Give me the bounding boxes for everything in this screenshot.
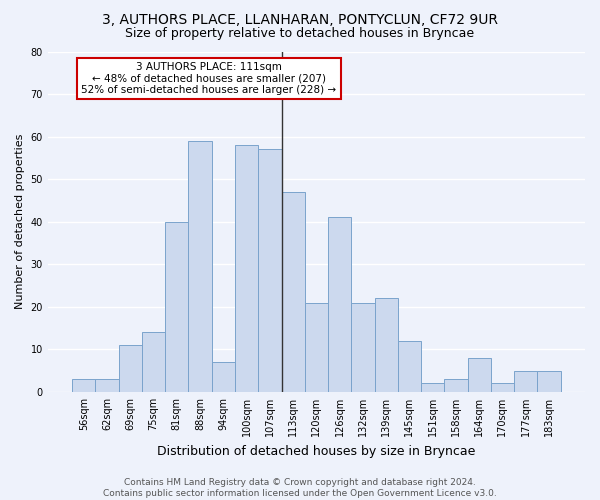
Bar <box>258 150 281 392</box>
Bar <box>351 302 374 392</box>
Bar <box>188 141 212 392</box>
Bar <box>72 379 95 392</box>
Text: 3 AUTHORS PLACE: 111sqm
← 48% of detached houses are smaller (207)
52% of semi-d: 3 AUTHORS PLACE: 111sqm ← 48% of detache… <box>82 62 337 95</box>
Bar <box>281 192 305 392</box>
Bar <box>305 302 328 392</box>
Bar <box>119 345 142 392</box>
Bar <box>445 379 467 392</box>
Bar <box>421 384 445 392</box>
Bar <box>374 298 398 392</box>
Bar <box>491 384 514 392</box>
Bar <box>95 379 119 392</box>
Text: Size of property relative to detached houses in Bryncae: Size of property relative to detached ho… <box>125 28 475 40</box>
Bar <box>142 332 165 392</box>
Text: 3, AUTHORS PLACE, LLANHARAN, PONTYCLUN, CF72 9UR: 3, AUTHORS PLACE, LLANHARAN, PONTYCLUN, … <box>102 12 498 26</box>
Bar <box>328 218 351 392</box>
Bar <box>212 362 235 392</box>
Bar <box>398 341 421 392</box>
Y-axis label: Number of detached properties: Number of detached properties <box>15 134 25 310</box>
X-axis label: Distribution of detached houses by size in Bryncae: Distribution of detached houses by size … <box>157 444 476 458</box>
Text: Contains HM Land Registry data © Crown copyright and database right 2024.
Contai: Contains HM Land Registry data © Crown c… <box>103 478 497 498</box>
Bar <box>538 370 560 392</box>
Bar <box>165 222 188 392</box>
Bar <box>514 370 538 392</box>
Bar <box>467 358 491 392</box>
Bar <box>235 145 258 392</box>
